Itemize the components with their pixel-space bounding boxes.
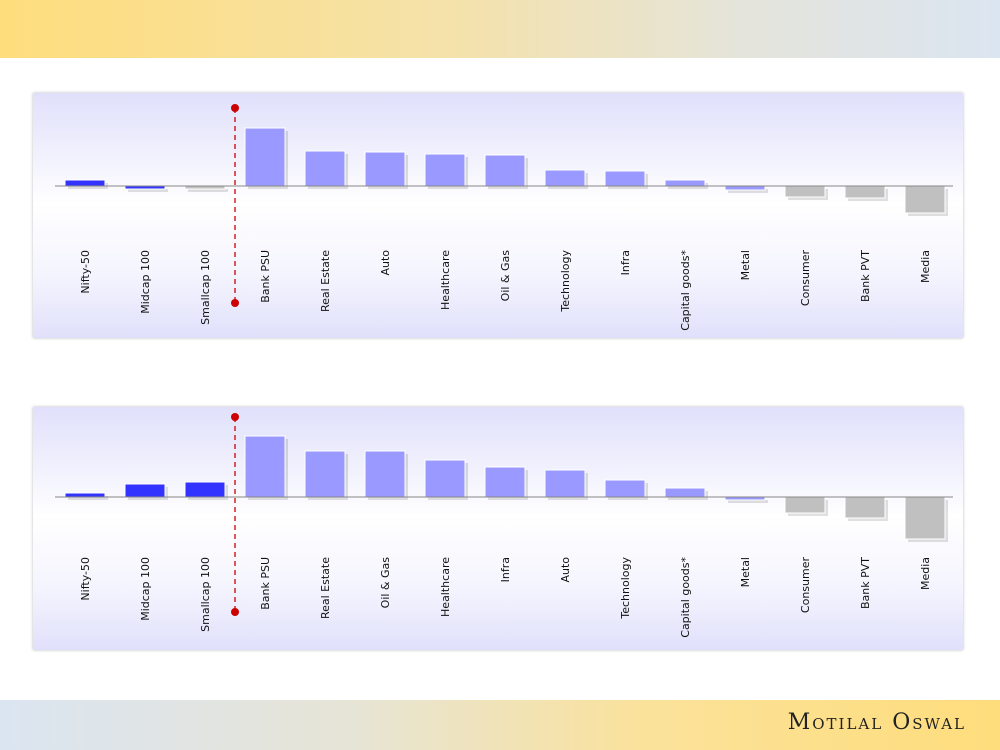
bar-shadow (728, 189, 768, 193)
tick-label: Technology (619, 557, 632, 620)
divider-dot-top (231, 413, 239, 421)
bar-media (904, 496, 946, 540)
tick-label: Bank PVT (859, 557, 872, 609)
bar-real-estate (304, 150, 346, 187)
bar-auto (364, 151, 406, 187)
tick-label: Metal (739, 557, 752, 587)
tick-label: Consumer (799, 250, 812, 307)
tick-label: Midcap 100 (139, 557, 152, 621)
tick-label: Smallcap 100 (199, 557, 212, 632)
bar-shadow (728, 500, 768, 503)
tick-label: Nifty-50 (79, 557, 92, 601)
tick-label: Midcap 100 (139, 250, 152, 314)
tick-label: Infra (619, 250, 632, 275)
tick-label: Oil & Gas (379, 557, 392, 609)
divider-dot-top (231, 104, 239, 112)
bar-nifty-50 (64, 492, 106, 498)
bar-real-estate (304, 450, 346, 498)
tick-label: Healthcare (439, 250, 452, 310)
bar-bank-pvt (844, 496, 886, 519)
divider-dot-bottom (231, 608, 239, 616)
bar-auto (544, 469, 586, 498)
bar-oil-gas (484, 154, 526, 187)
tick-label: Bank PSU (259, 250, 272, 303)
bar-shadow (68, 496, 108, 500)
bar-technology (544, 169, 586, 187)
bar-consumer (784, 496, 826, 514)
bar-media (904, 185, 946, 214)
tick-label: Real Estate (319, 557, 332, 619)
tick-label: Bank PVT (859, 250, 872, 302)
bar-nifty-50 (64, 179, 106, 187)
tick-label: Capital goods* (679, 557, 692, 638)
bar-consumer (784, 185, 826, 198)
chart-panel-bottom (33, 407, 963, 650)
bar-healthcare (424, 153, 466, 187)
bar-bank-psu (244, 127, 286, 187)
footer-band: Motilal Oswal (0, 700, 1000, 750)
tick-label: Oil & Gas (499, 250, 512, 302)
tick-label: Metal (739, 250, 752, 280)
bar-infra (484, 466, 526, 498)
bar-midcap-100 (124, 483, 166, 498)
bar-bank-psu (244, 435, 286, 498)
bar-oil-gas (364, 450, 406, 498)
bar-shadow (188, 189, 228, 192)
bar-capital-goods- (664, 487, 706, 498)
bar-capital-goods- (664, 179, 706, 187)
bar-shadow (128, 189, 168, 192)
divider-dot-bottom (231, 299, 239, 307)
bar-healthcare (424, 459, 466, 498)
brand-logo: Motilal Oswal (787, 710, 966, 735)
bar-technology (604, 479, 646, 498)
tick-label: Auto (559, 557, 572, 583)
tick-label: Consumer (799, 557, 812, 614)
tick-label: Technology (559, 250, 572, 313)
bar-metal (724, 185, 766, 191)
tick-label: Media (919, 557, 932, 590)
tick-label: Smallcap 100 (199, 250, 212, 325)
tick-label: Capital goods* (679, 250, 692, 331)
tick-label: Media (919, 250, 932, 283)
bar-bank-pvt (844, 185, 886, 199)
tick-label: Nifty-50 (79, 250, 92, 294)
bar-smallcap-100 (184, 481, 226, 498)
tick-label: Auto (379, 250, 392, 276)
chart-panel-top (33, 93, 963, 338)
tick-label: Healthcare (439, 557, 452, 617)
tick-label: Bank PSU (259, 557, 272, 610)
bar-infra (604, 170, 646, 187)
tick-label: Real Estate (319, 250, 332, 312)
header-band (0, 0, 1000, 58)
tick-label: Infra (499, 557, 512, 582)
